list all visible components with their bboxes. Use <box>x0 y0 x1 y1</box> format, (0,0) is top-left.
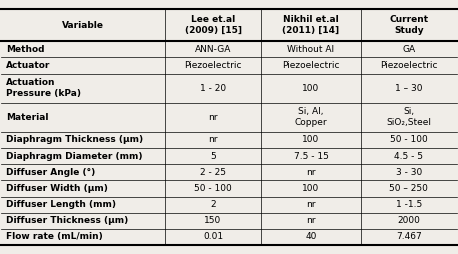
Text: nr: nr <box>306 168 316 177</box>
Text: Si, Al,
Copper: Si, Al, Copper <box>294 107 327 127</box>
Text: 2: 2 <box>210 200 216 209</box>
Text: Diffuser Width (μm): Diffuser Width (μm) <box>6 184 108 193</box>
Text: Without AI: Without AI <box>287 45 334 54</box>
Text: Actuation
Pressure (kPa): Actuation Pressure (kPa) <box>6 78 81 98</box>
Text: Actuator: Actuator <box>6 61 50 70</box>
Text: 7.5 - 15: 7.5 - 15 <box>294 152 328 161</box>
Text: Lee et.al
(2009) [15]: Lee et.al (2009) [15] <box>185 15 241 35</box>
Text: 3 - 30: 3 - 30 <box>396 168 422 177</box>
Text: 1 - 20: 1 - 20 <box>200 84 226 93</box>
Text: Diffuser Thickness (μm): Diffuser Thickness (μm) <box>6 216 128 225</box>
Text: Piezoelectric: Piezoelectric <box>282 61 340 70</box>
Text: 100: 100 <box>302 184 320 193</box>
Text: 40: 40 <box>305 232 316 242</box>
Text: 50 - 100: 50 - 100 <box>390 135 428 145</box>
Text: Piezoelectric: Piezoelectric <box>184 61 242 70</box>
Text: Diffuser Angle (°): Diffuser Angle (°) <box>6 168 95 177</box>
Text: Diaphragm Thickness (μm): Diaphragm Thickness (μm) <box>6 135 143 145</box>
Text: GA: GA <box>402 45 415 54</box>
Text: Current
Study: Current Study <box>389 15 428 35</box>
Text: 2000: 2000 <box>398 216 420 225</box>
Text: 150: 150 <box>204 216 222 225</box>
Text: nr: nr <box>306 216 316 225</box>
Text: 7.467: 7.467 <box>396 232 422 242</box>
Text: Diaphragm Diameter (mm): Diaphragm Diameter (mm) <box>6 152 142 161</box>
Text: Variable: Variable <box>62 21 104 30</box>
Text: Diffuser Length (mm): Diffuser Length (mm) <box>6 200 116 209</box>
Text: nr: nr <box>208 113 218 122</box>
Text: 4.5 - 5: 4.5 - 5 <box>394 152 423 161</box>
Text: nr: nr <box>208 135 218 145</box>
Text: Nikhil et.al
(2011) [14]: Nikhil et.al (2011) [14] <box>283 15 339 35</box>
Text: 100: 100 <box>302 84 320 93</box>
Text: Flow rate (mL/min): Flow rate (mL/min) <box>6 232 103 242</box>
Text: nr: nr <box>306 200 316 209</box>
Text: 50 - 100: 50 - 100 <box>194 184 232 193</box>
Text: 5: 5 <box>210 152 216 161</box>
Text: ANN-GA: ANN-GA <box>195 45 231 54</box>
Text: 1 – 30: 1 – 30 <box>395 84 423 93</box>
Text: 0.01: 0.01 <box>203 232 223 242</box>
Text: Si,
SiO₂,Steel: Si, SiO₂,Steel <box>386 107 431 127</box>
Text: Method: Method <box>6 45 44 54</box>
Text: Piezoelectric: Piezoelectric <box>380 61 437 70</box>
Text: 2 - 25: 2 - 25 <box>200 168 226 177</box>
Text: 1 -1.5: 1 -1.5 <box>396 200 422 209</box>
Text: 50 – 250: 50 – 250 <box>389 184 428 193</box>
Text: 100: 100 <box>302 135 320 145</box>
Text: Material: Material <box>6 113 49 122</box>
